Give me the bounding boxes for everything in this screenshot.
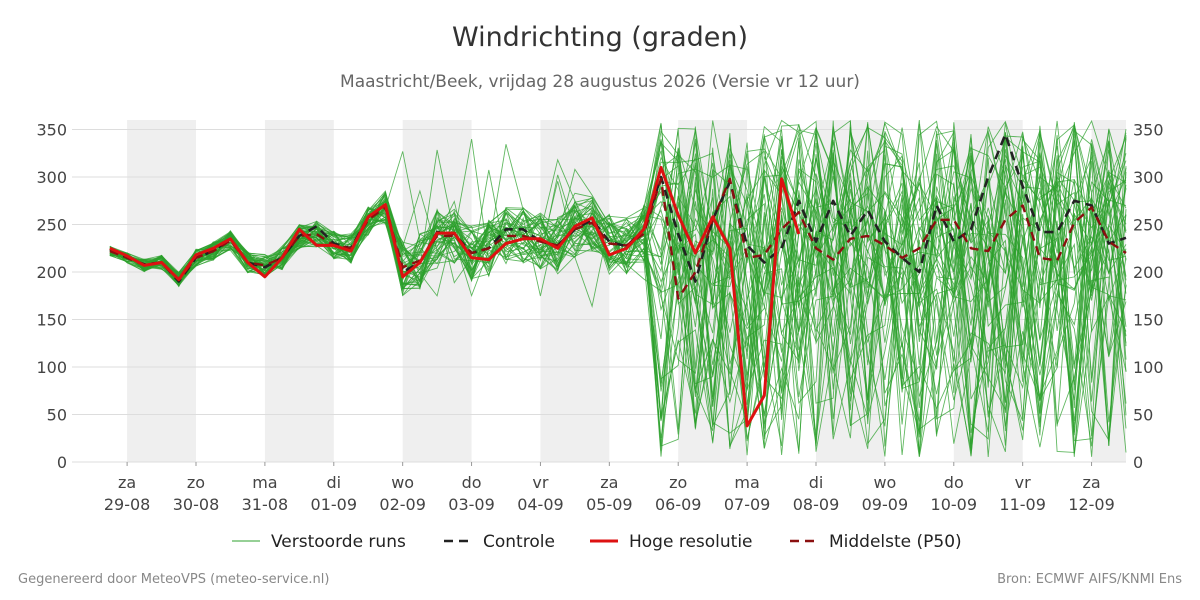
x-tick-date-1: 30-08 xyxy=(173,495,220,514)
member-line-17 xyxy=(109,130,1127,427)
legend-label-members: Verstoorde runs xyxy=(271,532,406,552)
x-tick-day-7: za xyxy=(600,473,618,492)
x-tick-day-9: ma xyxy=(734,473,759,492)
y-tick-label-right-50: 50 xyxy=(1133,406,1153,425)
chart-title: Windrichting (graden) xyxy=(451,22,749,53)
x-tick-date-13: 11-09 xyxy=(999,495,1046,514)
x-tick-date-8: 06-09 xyxy=(655,495,702,514)
x-tick-day-3: di xyxy=(326,473,341,492)
x-tick-day-10: di xyxy=(809,473,824,492)
member-line-41 xyxy=(109,130,1127,457)
x-tick-day-5: do xyxy=(462,473,482,492)
x-tick-date-2: 31-08 xyxy=(242,495,289,514)
y-tick-label-left-200: 200 xyxy=(36,263,67,282)
footer-generator-credit: Gegenereerd door MeteoVPS (meteo-service… xyxy=(18,572,330,587)
x-tick-day-4: wo xyxy=(391,473,414,492)
x-tick-date-0: 29-08 xyxy=(104,495,151,514)
x-tick-day-11: wo xyxy=(873,473,896,492)
y-tick-label-left-0: 0 xyxy=(57,453,67,472)
series-line-median xyxy=(109,177,1127,300)
y-tick-label-right-250: 250 xyxy=(1133,216,1164,235)
x-tick-date-12: 10-09 xyxy=(931,495,978,514)
footer-source-credit: Bron: ECMWF AIFS/KNMI Ens xyxy=(997,572,1182,587)
member-line-39 xyxy=(109,126,1127,445)
x-tick-date-9: 07-09 xyxy=(724,495,771,514)
x-tick-day-2: ma xyxy=(252,473,277,492)
y-tick-label-left-100: 100 xyxy=(36,358,67,377)
x-tick-day-8: zo xyxy=(669,473,687,492)
legend-label-median: Middelste (P50) xyxy=(829,532,962,552)
x-tick-date-10: 08-09 xyxy=(793,495,840,514)
y-tick-label-left-300: 300 xyxy=(36,168,67,187)
day-band-3 xyxy=(540,120,610,462)
y-tick-label-left-50: 50 xyxy=(47,406,67,425)
x-tick-date-3: 01-09 xyxy=(311,495,358,514)
day-band-2 xyxy=(402,120,472,462)
legend-label-high_res: Hoge resolutie xyxy=(629,532,753,552)
member-line-45 xyxy=(109,138,1127,445)
y-tick-label-left-250: 250 xyxy=(36,216,67,235)
day-band-1 xyxy=(264,120,334,462)
legend-label-control: Controle xyxy=(483,532,555,552)
y-tick-label-right-150: 150 xyxy=(1133,311,1164,330)
y-tick-label-left-350: 350 xyxy=(36,121,67,140)
y-tick-label-right-350: 350 xyxy=(1133,121,1164,140)
day-band-0 xyxy=(127,120,196,462)
member-line-47 xyxy=(109,129,1127,452)
x-tick-date-6: 04-09 xyxy=(517,495,564,514)
chart-subtitle: Maastricht/Beek, vrijdag 28 augustus 202… xyxy=(340,72,860,92)
x-tick-day-14: za xyxy=(1082,473,1100,492)
member-line-27 xyxy=(109,130,1127,390)
series-line-high_res xyxy=(109,166,801,428)
x-tick-day-6: vr xyxy=(532,473,548,492)
x-tick-date-7: 05-09 xyxy=(586,495,633,514)
y-tick-label-right-0: 0 xyxy=(1133,453,1143,472)
y-tick-label-left-150: 150 xyxy=(36,311,67,330)
member-line-42 xyxy=(109,124,1127,427)
y-tick-label-right-300: 300 xyxy=(1133,168,1164,187)
x-tick-date-14: 12-09 xyxy=(1068,495,1115,514)
x-tick-day-1: zo xyxy=(187,473,205,492)
x-tick-day-0: za xyxy=(118,473,136,492)
x-tick-day-13: vr xyxy=(1015,473,1031,492)
x-tick-date-5: 03-09 xyxy=(448,495,495,514)
x-tick-day-12: do xyxy=(944,473,964,492)
x-tick-date-11: 09-09 xyxy=(862,495,909,514)
y-tick-label-right-200: 200 xyxy=(1133,263,1164,282)
x-tick-date-4: 02-09 xyxy=(379,495,426,514)
y-tick-label-right-100: 100 xyxy=(1133,358,1164,377)
